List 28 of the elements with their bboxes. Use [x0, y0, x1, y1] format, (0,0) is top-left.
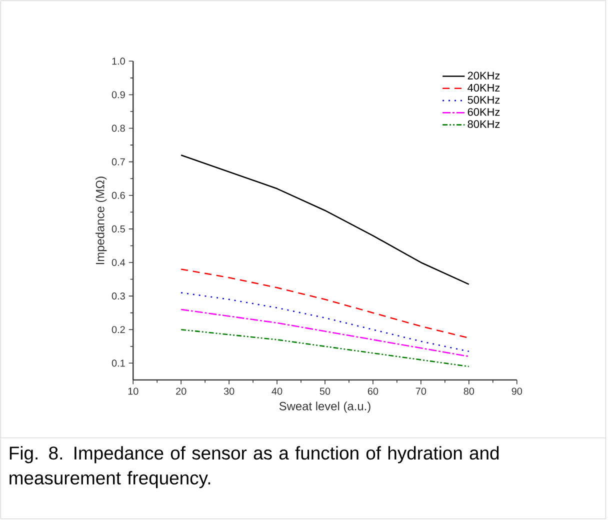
y-tick-label: 0.8 [112, 124, 125, 132]
x-tick-label: 90 [512, 388, 522, 395]
y-tick-label: 0.1 [112, 360, 125, 367]
y-tick-label: 0.9 [112, 91, 125, 98]
x-tick-label: 70 [416, 388, 426, 395]
y-tick-label: 0.3 [112, 292, 125, 300]
x-tick-label: 80 [464, 388, 474, 395]
y-tick-label: 0.7 [112, 158, 125, 166]
x-tick-label: 60 [368, 388, 378, 395]
x-tick-label: 30 [224, 388, 234, 395]
x-axis-title: Sweat level (a.u.) [279, 402, 370, 413]
caption: Fig. 8. Impedance of sensor as a function of hydration and measurement frequency. [10, 446, 499, 488]
x-tick-label: 50 [320, 388, 330, 395]
y-tick-label: 0.4 [112, 258, 126, 266]
y-tick-label: 0.5 [112, 225, 125, 232]
x-tick-label: 20 [176, 388, 186, 395]
y-tick-label: 0.6 [112, 192, 125, 199]
y-axis-title: Impedance (MΩ) [96, 176, 107, 264]
legend-label: 80KHz [468, 120, 500, 128]
x-tick-label: 40 [272, 388, 282, 395]
legend-label: 50KHz [468, 96, 500, 104]
legend-label: 20KHz [468, 72, 500, 80]
legend-label: 60KHz [468, 108, 500, 116]
y-tick-label: 0.2 [112, 326, 125, 334]
line-series [180, 292, 470, 352]
y-tick-label: 1.0 [112, 58, 125, 65]
legend-label: 40KHz [468, 84, 500, 92]
x-tick-label: 10 [128, 388, 138, 395]
